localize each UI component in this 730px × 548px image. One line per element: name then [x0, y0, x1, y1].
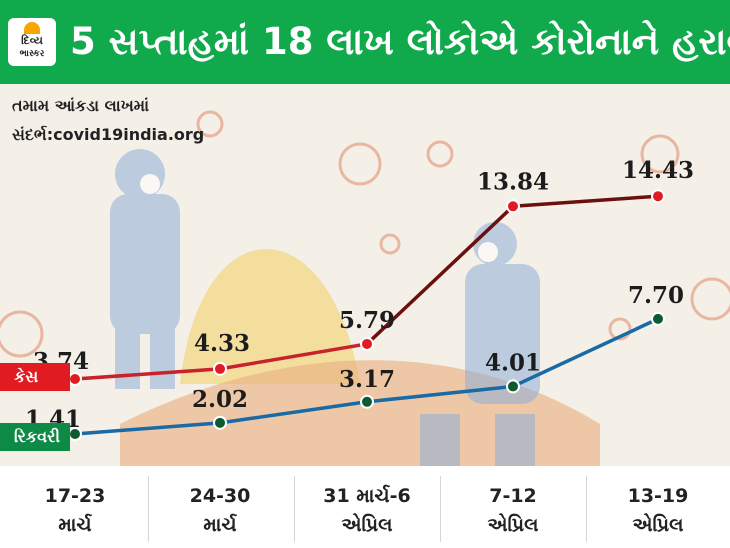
page-title: 5 સપ્તાહમાં 18 લાખ લોકોએ કોરોનાને હરાવ્ય… [70, 20, 730, 63]
source-note: સંદર્ભ:covid19india.org [12, 125, 205, 144]
cases-line-segment [219, 342, 368, 371]
header-bar: દિવ્ય ભાસ્કર 5 સપ્તાહમાં 18 લાખ લોકોએ કો… [0, 0, 730, 84]
brand-logo: દિવ્ય ભાસ્કર [8, 18, 56, 66]
recovery-value-label: 7.70 [628, 282, 684, 309]
x-tick-range: 7-12 [489, 485, 537, 507]
sun-icon [24, 22, 40, 34]
x-tick-label: 13-19 એપ્રિલ [585, 482, 730, 540]
recovery-line-segment [74, 421, 221, 436]
x-tick-range: 17-23 [44, 485, 106, 507]
dome-shape [180, 249, 360, 384]
x-tick-label: 7-12 એપ્રિલ [440, 482, 586, 540]
cases-point [651, 189, 665, 204]
recovery-line-segment [366, 384, 514, 404]
x-tick-month: એપ્રિલ [487, 514, 539, 536]
x-axis-footer: 17-23 માર્ચ 24-30 માર્ચ 31 માર્ચ-6 એપ્રિલ 7-12… [0, 466, 730, 548]
cases-point [506, 199, 520, 214]
health-worker-figure-2 [420, 222, 540, 466]
recovery-line-segment [512, 317, 659, 389]
x-tick-label: 31 માર્ચ-6 એપ્રિલ [294, 482, 440, 540]
cases-value-label: 13.84 [477, 168, 549, 195]
cases-line-segment [365, 205, 515, 346]
x-tick-month: એપ્રિલ [341, 514, 393, 536]
cases-point [213, 361, 227, 376]
cases-line-segment [74, 367, 221, 381]
recovery-point [651, 311, 665, 326]
cases-value-label: 4.33 [194, 330, 250, 357]
x-tick-range: 31 માર્ચ-6 [323, 485, 411, 507]
cases-line-segment [512, 194, 659, 209]
recovery-point [360, 394, 374, 409]
x-tick-month: એપ્રિલ [632, 514, 684, 536]
units-note: તમામ આંકડા લાખમાં [12, 96, 149, 115]
x-tick-range: 13-19 [627, 485, 689, 507]
x-tick-label: 24-30 માર્ચ [147, 482, 293, 540]
cases-value-label: 14.43 [622, 157, 694, 184]
virus-icon [0, 110, 730, 358]
legend-cases: કેસ [0, 363, 70, 391]
cases-point [360, 336, 374, 351]
recovery-point [506, 379, 520, 394]
x-tick-month: માર્ચ [58, 514, 92, 536]
recovery-line-segment [219, 400, 368, 425]
legend-recovery: રિકવરી [0, 423, 70, 451]
x-tick-month: માર્ચ [203, 514, 237, 536]
recovery-point [213, 415, 227, 430]
health-worker-figure [110, 149, 180, 389]
footer-divider [147, 476, 149, 542]
x-tick-range: 24-30 [189, 485, 251, 507]
cases-value-label: 5.79 [339, 307, 395, 334]
recovery-value-label: 3.17 [339, 366, 395, 393]
x-tick-label: 17-23 માર્ચ [2, 482, 148, 540]
footer-divider [293, 476, 295, 542]
background-illustration [0, 110, 730, 466]
footer-divider [585, 476, 587, 542]
footer-divider [440, 476, 441, 542]
recovery-value-label: 2.02 [192, 386, 248, 413]
recovery-value-label: 4.01 [485, 349, 541, 376]
